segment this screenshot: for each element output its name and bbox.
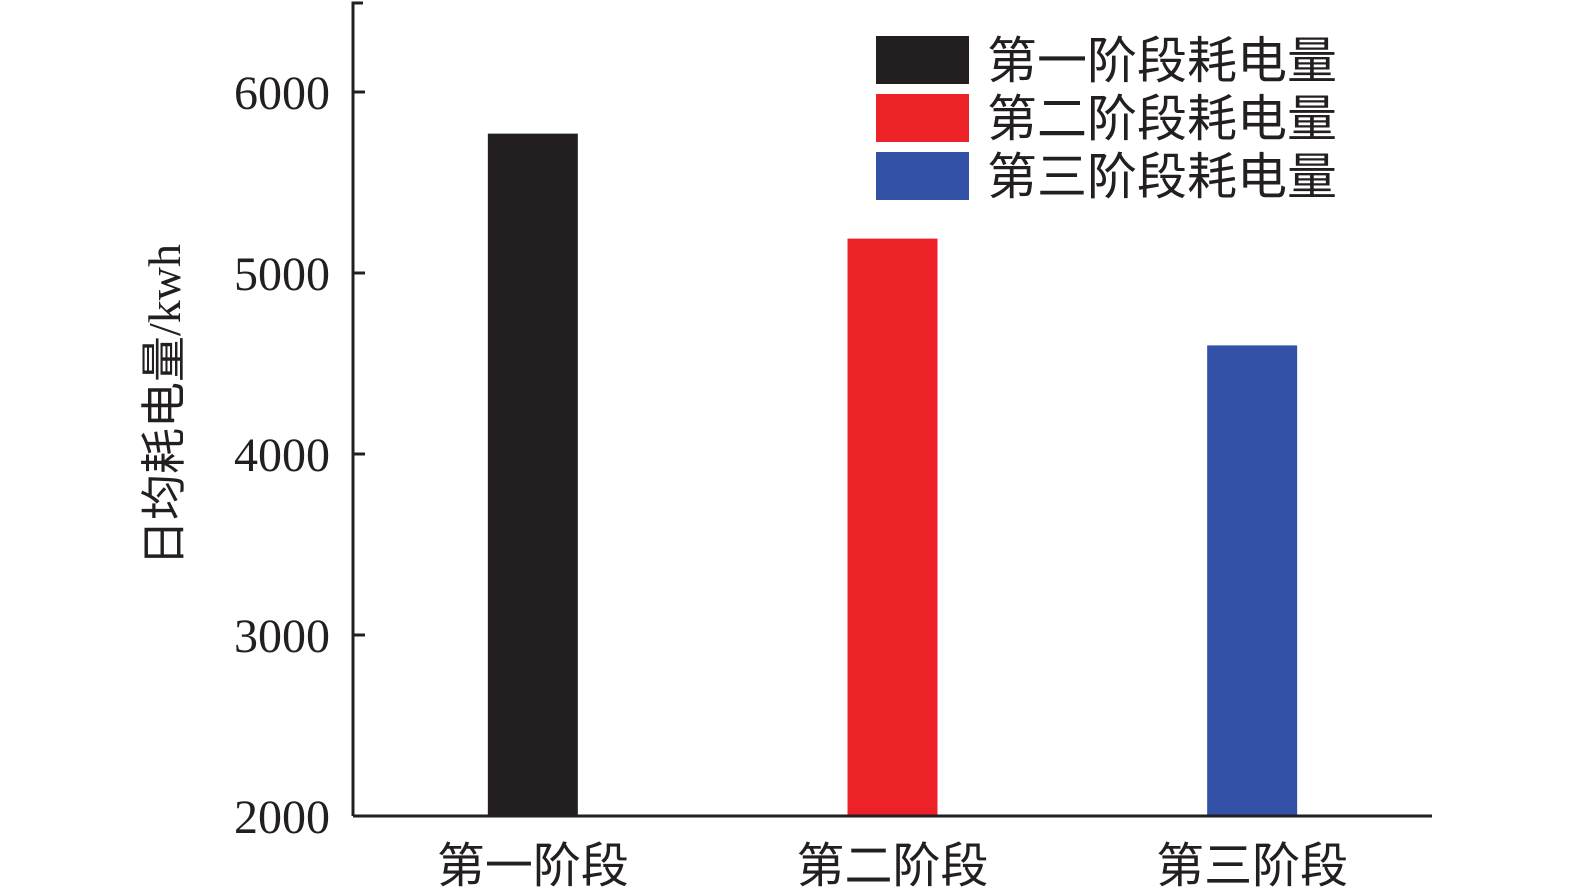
- bar-2: [847, 238, 938, 817]
- legend-swatch: [876, 36, 969, 84]
- bar-3: [1207, 345, 1298, 816]
- x-category-label: 第三阶段: [1156, 840, 1348, 893]
- x-labels-group: 第一阶段 第二阶段 第三阶段: [437, 840, 1348, 893]
- legend-label: 第二阶段耗电量: [987, 91, 1337, 147]
- y-tick-label: 5000: [234, 248, 330, 301]
- bar-1: [487, 133, 578, 816]
- x-category-label: 第二阶段: [796, 840, 988, 893]
- axes-group: [351, 1, 1432, 818]
- y-tick-label: 4000: [234, 429, 330, 482]
- y-axis-label: 日均耗电量/kwh: [139, 244, 190, 566]
- y-tick-label: 2000: [234, 791, 330, 844]
- legend-swatch: [876, 94, 969, 142]
- y-tick-label: 3000: [234, 610, 330, 663]
- legend-label: 第三阶段耗电量: [987, 149, 1337, 205]
- x-category-label: 第一阶段: [437, 840, 629, 893]
- bars-group: [487, 133, 1298, 817]
- legend-swatch: [876, 152, 969, 200]
- legend-label: 第一阶段耗电量: [987, 33, 1337, 89]
- y-ticks-group: 2000 3000 4000 5000 6000: [234, 67, 365, 844]
- y-tick-label: 6000: [234, 67, 330, 120]
